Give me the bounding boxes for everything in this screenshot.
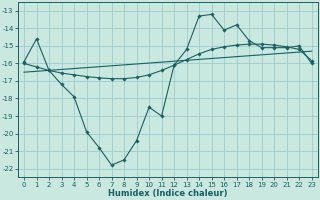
X-axis label: Humidex (Indice chaleur): Humidex (Indice chaleur) — [108, 189, 228, 198]
